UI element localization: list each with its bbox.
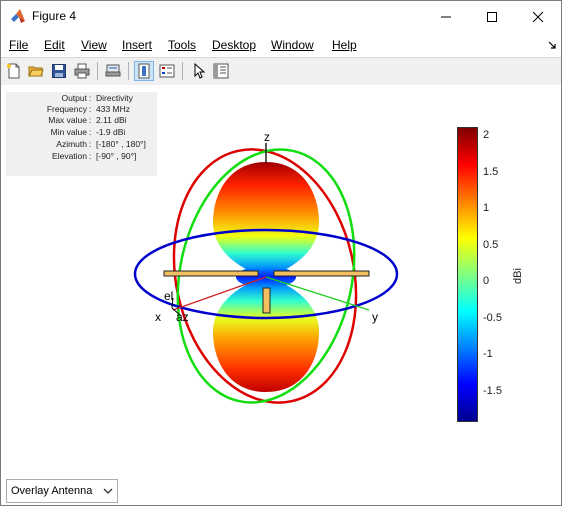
- info-row-max-value: Max value:2.11 dBi: [48, 115, 127, 125]
- az-axis-label: az: [176, 310, 189, 324]
- menu-help[interactable]: Help: [332, 38, 357, 52]
- colorbar-label: dBi: [512, 268, 524, 284]
- az-axis-line: [171, 307, 181, 316]
- minimize-icon: [441, 16, 451, 17]
- print-icon: [74, 63, 90, 79]
- print-preview-icon: [105, 64, 121, 77]
- colorbar-tick-label: -0.5: [483, 311, 502, 324]
- menu-desktop[interactable]: Desktop: [212, 38, 257, 52]
- lower-lobe: [213, 278, 319, 392]
- open-button[interactable]: [26, 61, 46, 81]
- menu-edit[interactable]: Edit: [44, 38, 65, 52]
- el-axis-line: [171, 297, 174, 309]
- z-axis-label: z: [264, 130, 270, 144]
- menu-view[interactable]: View: [81, 38, 107, 52]
- colorbar-tick-label: 1.5: [483, 165, 499, 178]
- info-row-output: Output: Directivity: [61, 93, 133, 103]
- x-axis-line: [172, 276, 267, 311]
- toolbar-separator: [128, 62, 129, 80]
- property-inspector-button[interactable]: [211, 61, 231, 81]
- open-icon: [28, 66, 44, 77]
- menu-insert[interactable]: Insert: [122, 38, 153, 52]
- y-axis-label: y: [372, 310, 378, 324]
- menu-bar: File Edit View Insert Tools Desktop Wind…: [1, 34, 561, 56]
- info-row-min-value: Min value: -1.9 dBi: [50, 127, 126, 137]
- print-button[interactable]: [72, 61, 92, 81]
- chevron-down-icon: [103, 488, 113, 494]
- pointer-button[interactable]: [188, 61, 208, 81]
- antenna-arm-right: [273, 270, 370, 277]
- legend-toggle-icon: [159, 64, 175, 78]
- menu-window[interactable]: Window: [271, 38, 314, 52]
- toolbar-separator: [182, 62, 183, 80]
- colorbar-toggle-button[interactable]: [134, 61, 154, 81]
- info-panel: Output: Directivity Frequency:433 MHz Max…: [6, 92, 157, 176]
- antenna-arm-left: [163, 270, 259, 277]
- property-inspector-icon: [213, 63, 229, 79]
- new-figure-icon: [7, 63, 20, 79]
- yz-plane-ring: [176, 148, 356, 404]
- azimuth-ring: [133, 228, 399, 320]
- pointer-icon: [194, 63, 206, 79]
- y-axis-line: [265, 276, 370, 311]
- info-row-azimuth: Azimuth: [-180° , 180°]: [56, 139, 146, 149]
- minimize-button[interactable]: [423, 1, 469, 32]
- colorbar-tick-label: 0: [483, 275, 490, 288]
- colorbar-toggle-icon: [138, 63, 150, 79]
- x-axis-label: x: [155, 310, 161, 324]
- legend-toggle-button[interactable]: [157, 61, 177, 81]
- overlay-antenna-select[interactable]: Overlay Antenna: [6, 479, 118, 503]
- dropdown-selected-value: Overlay Antenna: [11, 485, 93, 497]
- antenna-feed: [262, 287, 271, 314]
- toolbar: [1, 57, 561, 86]
- close-button[interactable]: [515, 1, 561, 32]
- dock-arrow-icon[interactable]: [548, 41, 556, 49]
- menu-file[interactable]: File: [9, 38, 29, 52]
- title-bar: Figure 4: [1, 1, 561, 32]
- save-icon: [52, 64, 66, 78]
- colorbar-tick-label: -1.5: [483, 384, 502, 397]
- close-icon: [532, 11, 544, 22]
- info-row-elevation: Elevation: [-90° , 90°]: [52, 151, 137, 161]
- toolbar-separator: [97, 62, 98, 80]
- maximize-icon: [487, 11, 497, 22]
- upper-lobe: [213, 162, 319, 276]
- colorbar-tick-label: -1: [483, 348, 493, 361]
- colorbar-tick-label: 2: [483, 129, 490, 142]
- print-preview-button[interactable]: [103, 61, 123, 81]
- el-axis-label: el: [164, 289, 174, 303]
- colorbar-tick-label: 1: [483, 202, 490, 215]
- maximize-button[interactable]: [469, 1, 515, 32]
- colorbar: [457, 127, 478, 422]
- new-figure-button[interactable]: [4, 61, 24, 81]
- info-row-frequency: Frequency:433 MHz: [46, 104, 131, 114]
- matlab-icon: [11, 9, 25, 23]
- save-button[interactable]: [49, 61, 69, 81]
- colorbar-tick-label: 0.5: [483, 238, 499, 251]
- window-title: Figure 4: [32, 9, 77, 23]
- menu-tools[interactable]: Tools: [168, 38, 197, 52]
